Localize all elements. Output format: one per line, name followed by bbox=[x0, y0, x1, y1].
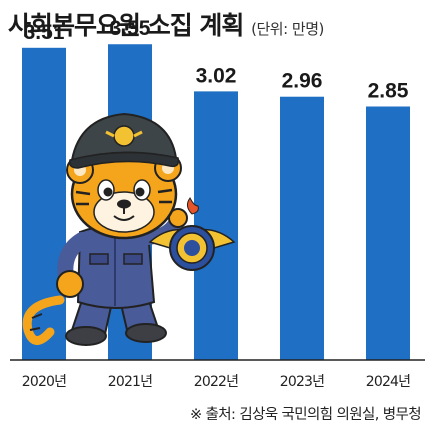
unit-label: (단위: 만명) bbox=[251, 20, 324, 38]
tiger-mascot-illustration bbox=[22, 112, 236, 346]
value-label-2022년: 3.02 bbox=[196, 64, 237, 87]
source-note: ※ 출처: 김상욱 국민의힘 의원실, 병무청 bbox=[190, 407, 422, 423]
value-labels-group: 3.51 3.55 3.02 2.96 2.85 bbox=[24, 17, 409, 102]
x-tick-label-2023년: 2023년 bbox=[280, 374, 325, 390]
value-label-2024년: 2.85 bbox=[368, 80, 409, 103]
x-tick-label-2020년: 2020년 bbox=[22, 374, 67, 390]
value-label-2021년: 3.55 bbox=[110, 17, 151, 40]
value-label-2020년: 3.51 bbox=[24, 21, 65, 44]
bar-2022년 bbox=[194, 91, 238, 361]
chart-title: 사회복무요원 소집 계획 (단위: 만명) bbox=[8, 6, 324, 42]
bar-2024년 bbox=[366, 106, 410, 360]
x-tick-label-2021년: 2021년 bbox=[108, 374, 153, 390]
x-tick-labels-group: 2020년 2021년 2022년 2023년 2024년 bbox=[22, 374, 411, 390]
value-label-2023년: 2.96 bbox=[282, 70, 323, 93]
bar-2023년 bbox=[280, 96, 324, 360]
x-tick-label-2022년: 2022년 bbox=[194, 374, 239, 390]
x-tick-label-2024년: 2024년 bbox=[366, 374, 411, 390]
chart-title-text: 사회복무요원 소집 계획 bbox=[8, 11, 244, 40]
